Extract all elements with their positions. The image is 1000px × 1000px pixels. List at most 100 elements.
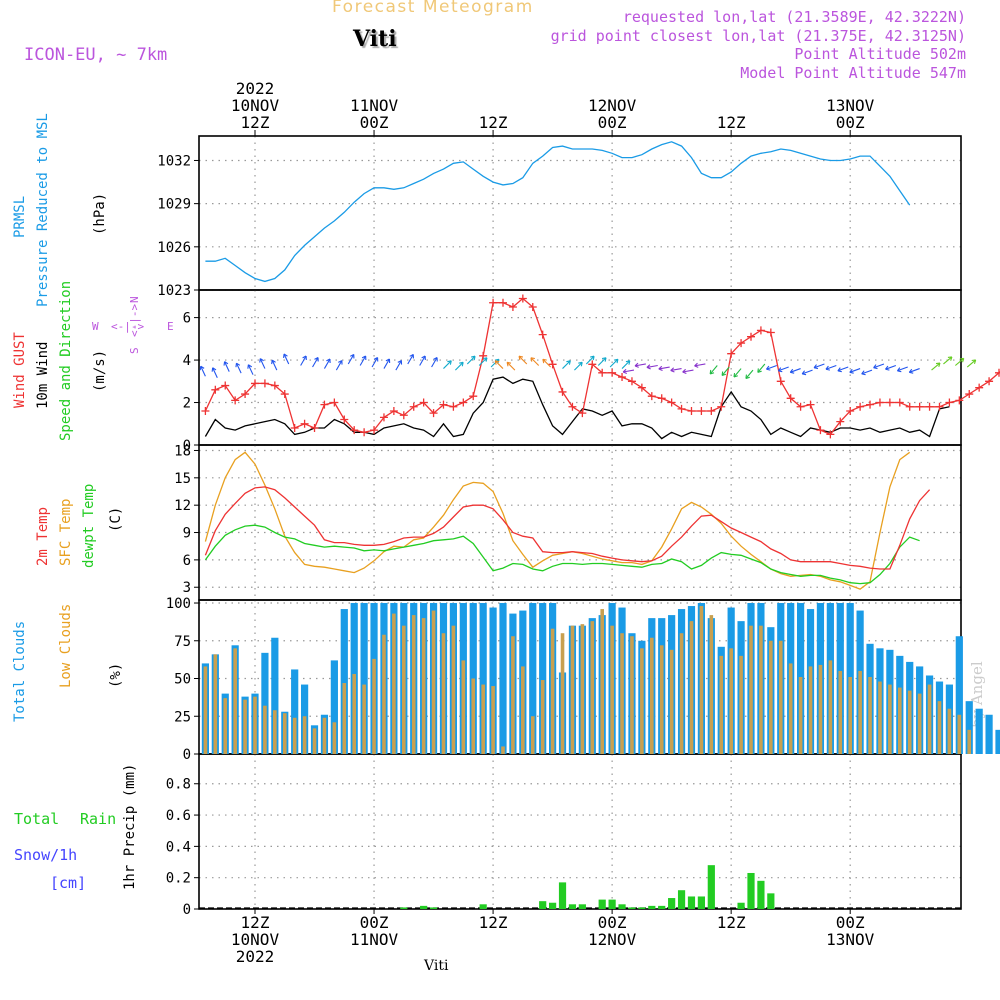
wind-arrow: [634, 362, 646, 368]
location-title: Viti: [353, 26, 397, 52]
low-cloud-bar: [342, 683, 347, 754]
low-cloud-bar: [828, 660, 833, 754]
gust-point: [350, 426, 359, 435]
wind-arrow-shaft: [562, 360, 571, 369]
bottom-time-label: 12Z: [241, 913, 270, 932]
y-tick-label: 0.2: [166, 871, 191, 887]
rain-bar: [628, 907, 636, 909]
wind-speed-dir-label: Speed and Direction: [58, 281, 74, 441]
wind-arrow-shaft: [733, 368, 742, 378]
gust-point: [241, 390, 250, 399]
low-cloud-bar: [402, 625, 406, 754]
gust-point: [935, 402, 944, 411]
low-cloud-bar: [292, 717, 297, 754]
top-time-label: 13NOV: [826, 96, 875, 115]
top-time-label: 11NOV: [350, 96, 399, 115]
compass-ns-bar: <-|->: [128, 304, 141, 337]
low-cloud-bar: [957, 714, 962, 754]
wind-arrow-shaft: [670, 368, 682, 372]
gust-point: [459, 398, 468, 407]
wind-arrow-head: [658, 365, 663, 371]
wind-arrow: [211, 367, 218, 378]
low-cloud-bar: [848, 677, 852, 754]
wind-arrow-head: [211, 367, 217, 372]
gust-point: [499, 298, 507, 307]
prmsl-desc-label: Pressure Reduced to MSL: [35, 113, 51, 307]
rain-bar: [677, 890, 686, 909]
wind-arrow-shaft: [283, 353, 290, 365]
total-cloud-bar: [529, 603, 537, 754]
wind-arrow: [454, 361, 464, 371]
gust-point: [270, 381, 279, 390]
total-cloud-bar: [330, 660, 338, 754]
snow-label: Snow/1h: [14, 846, 77, 864]
low-cloud-bar: [302, 716, 307, 754]
prmsl-labels: PRMSL Pressure Reduced to MSL (hPa): [12, 113, 108, 307]
rain-bar: [400, 907, 408, 909]
gust-point: [280, 390, 289, 399]
wind-arrow: [335, 360, 343, 371]
wind-arrow-head: [518, 355, 524, 361]
rain-bar: [598, 899, 606, 909]
gust-point: [627, 377, 636, 386]
low-cloud-bar: [521, 666, 525, 754]
wind-arrow: [585, 355, 595, 365]
total-cloud-bar: [261, 652, 269, 754]
gust-markers: [201, 294, 1000, 439]
gust-point: [489, 298, 498, 307]
wind-arrow-head: [235, 362, 241, 368]
low-cloud-bar: [769, 640, 773, 754]
wind-arrow: [407, 353, 414, 365]
low-cloud-bar: [729, 648, 733, 754]
t2m-temp-line: [204, 486, 931, 570]
y-tick-label: 0.8: [166, 777, 191, 793]
low-cloud-bar: [739, 655, 743, 754]
y-tick-label: 15: [174, 471, 191, 487]
gust-point: [340, 415, 349, 424]
rain-bar: [658, 905, 666, 909]
total-cloud-bar: [539, 603, 547, 754]
wind-arrow: [323, 358, 331, 369]
low-cloud-bar: [759, 625, 763, 754]
total-cloud-bar: [965, 701, 973, 754]
wind-arrow-shaft: [542, 358, 552, 368]
temp-2m-label: 2m Temp: [35, 507, 51, 566]
low-cloud-bar: [550, 628, 555, 754]
bottom-time-label: 2022: [236, 947, 275, 966]
gust-point: [568, 402, 577, 411]
temp-labels: 2m Temp SFC Temp dewpt Temp (C): [35, 484, 124, 568]
wind-arrow: [757, 363, 766, 373]
wind-arrow-shaft: [454, 361, 464, 371]
wind-arrow: [359, 355, 367, 366]
wind-arrow: [931, 362, 941, 371]
wind-arrow-shaft: [271, 359, 278, 371]
low-cloud-bar: [511, 636, 515, 754]
wind-arrow: [271, 359, 278, 371]
low-cloud-bar: [471, 678, 476, 754]
wind-gust-label: Wind GUST: [12, 332, 28, 408]
gust-point: [548, 360, 557, 369]
wind-arrow: [478, 357, 488, 366]
wind-arrow-head: [694, 362, 699, 368]
wind-arrow-head: [849, 368, 854, 374]
gust-point: [647, 392, 656, 401]
wind-arrow-shaft: [634, 363, 646, 367]
bottom-time-label: 12Z: [717, 913, 746, 932]
wind-speed-line: [204, 376, 950, 440]
wind-arrow-shaft: [494, 360, 504, 369]
y-tick-label: 50: [174, 672, 191, 688]
gust-point: [717, 402, 726, 411]
wind-arrow-shaft: [347, 354, 355, 365]
panel-2-frame: 3 6 9 12 15 18: [174, 443, 962, 601]
y-tick-label: 1032: [157, 153, 191, 169]
total-cloud-bar: [499, 603, 507, 754]
rain-bar: [697, 896, 705, 909]
gust-point: [677, 404, 686, 413]
low-cloud-bar: [808, 666, 813, 754]
prmsl-unit-label: (hPa): [92, 193, 108, 235]
wind-arrow-head: [506, 361, 512, 367]
wind-arrow-shaft: [224, 361, 230, 372]
wind-arrow-head: [908, 368, 914, 374]
y-tick-label: 6: [183, 311, 191, 327]
wind-arrow-head: [433, 357, 438, 362]
